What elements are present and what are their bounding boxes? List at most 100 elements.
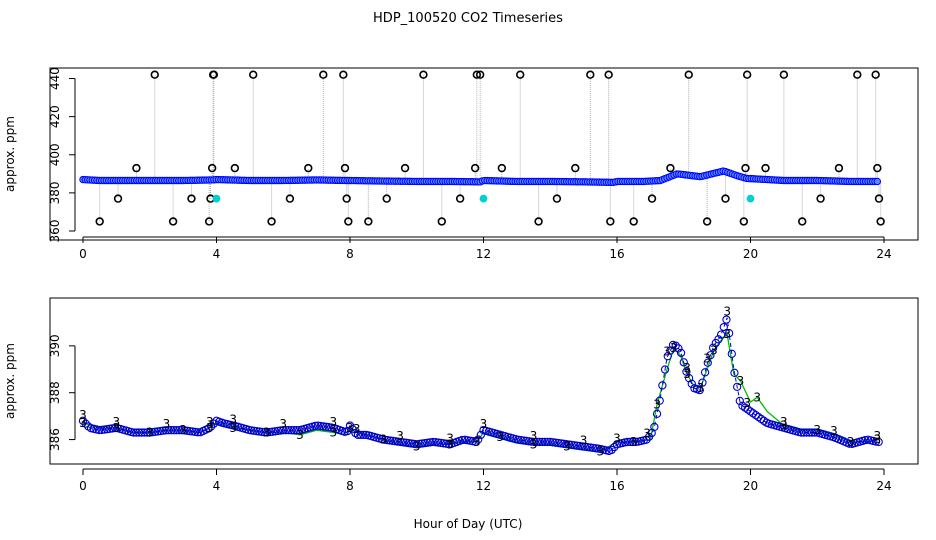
outlier-point bbox=[187, 194, 196, 203]
series-point bbox=[415, 439, 424, 449]
outlier-point bbox=[571, 163, 580, 173]
outlier-point bbox=[285, 194, 295, 203]
green-series-label: 3 bbox=[630, 435, 638, 449]
series-point bbox=[551, 438, 560, 447]
green-series-label: 3 bbox=[329, 426, 337, 440]
bottom-x-tick-label: 16 bbox=[609, 479, 624, 493]
series-point bbox=[722, 315, 731, 324]
series-point bbox=[554, 438, 563, 448]
blue-series-label: 3 bbox=[580, 434, 588, 448]
outlier-point bbox=[497, 163, 507, 173]
bottom-y-tick-label: 388 bbox=[48, 381, 62, 404]
outlier-point bbox=[249, 70, 258, 79]
outlier-point bbox=[168, 217, 178, 226]
series-point bbox=[530, 437, 539, 447]
outlier-point bbox=[739, 217, 749, 226]
outlier-point bbox=[419, 70, 428, 79]
series-point bbox=[399, 438, 408, 447]
blue-series-label: 3 bbox=[329, 415, 337, 429]
series-point bbox=[703, 358, 712, 367]
green-series-label: 3 bbox=[229, 421, 237, 435]
series-point bbox=[137, 428, 146, 437]
blue-series-label: 3 bbox=[79, 408, 87, 422]
outlier-point bbox=[113, 194, 123, 203]
flagged-point bbox=[479, 194, 488, 203]
series-point bbox=[193, 428, 202, 437]
series-point bbox=[417, 439, 427, 448]
bottom-x-tick-label: 8 bbox=[346, 479, 354, 493]
series-point bbox=[810, 428, 819, 437]
series-point bbox=[100, 425, 109, 434]
blue-series-label: 3 bbox=[113, 415, 121, 429]
bottom-plot-frame bbox=[49, 297, 919, 465]
series-point bbox=[735, 396, 744, 406]
series-point bbox=[706, 351, 715, 360]
series-point bbox=[797, 428, 806, 437]
series-point bbox=[535, 437, 544, 447]
outlier-point bbox=[342, 194, 351, 203]
green-series-label: 3 bbox=[813, 423, 821, 437]
series-point bbox=[425, 438, 435, 447]
series-point bbox=[161, 426, 170, 435]
series-point bbox=[134, 428, 144, 437]
baseline-point bbox=[873, 177, 882, 186]
green-series-label: 3 bbox=[530, 437, 538, 451]
top-spike-lines bbox=[99, 74, 882, 222]
green-series-label: 3 bbox=[346, 421, 354, 435]
outlier-point bbox=[871, 70, 880, 79]
series-point bbox=[148, 428, 157, 437]
series-point bbox=[252, 426, 261, 436]
blue-series-label: 3 bbox=[229, 413, 237, 427]
top-x-tick-label: 12 bbox=[476, 247, 491, 261]
blue-series-label: 3 bbox=[663, 345, 671, 359]
top-x-tick-label: 24 bbox=[876, 247, 891, 261]
blue-series-label: 3 bbox=[353, 422, 361, 436]
series-point bbox=[412, 440, 421, 449]
series-point bbox=[404, 438, 413, 448]
figure-title: HDP_100520 CO2 Timeseries bbox=[373, 11, 563, 26]
series-point bbox=[543, 437, 552, 447]
series-point bbox=[652, 409, 662, 418]
top-y-tick-label: 360 bbox=[48, 220, 62, 243]
outlier-point bbox=[647, 194, 657, 203]
series-point bbox=[559, 439, 568, 448]
green-series-label: 3 bbox=[683, 367, 691, 381]
series-point bbox=[522, 436, 531, 446]
bottom-y-axis-label: approx. ppm bbox=[3, 343, 17, 419]
top-baseline-points bbox=[79, 167, 882, 187]
blue-series-label: 3 bbox=[206, 415, 214, 429]
series-point bbox=[260, 428, 269, 437]
green-series-label: 3 bbox=[179, 423, 187, 437]
outlier-point bbox=[209, 70, 219, 79]
outlier-point bbox=[150, 70, 159, 79]
outlier-point bbox=[344, 217, 353, 226]
series-point bbox=[401, 438, 411, 447]
series-point bbox=[276, 426, 285, 435]
series-point bbox=[207, 422, 216, 431]
series-point bbox=[714, 335, 723, 344]
green-series-label: 3 bbox=[653, 397, 661, 411]
series-point bbox=[674, 344, 683, 353]
series-point bbox=[538, 437, 547, 447]
series-point bbox=[631, 437, 640, 447]
outlier-point bbox=[304, 163, 313, 173]
series-point bbox=[97, 425, 106, 435]
outlier-point bbox=[204, 217, 214, 226]
series-point bbox=[409, 439, 419, 449]
outlier-point bbox=[207, 163, 217, 173]
green-series-label: 3 bbox=[496, 430, 504, 444]
series-point bbox=[204, 424, 213, 433]
series-point bbox=[671, 341, 680, 350]
top-y-tick-label: 440 bbox=[48, 67, 62, 90]
series-point bbox=[383, 435, 392, 445]
outlier-point bbox=[400, 163, 410, 173]
outlier-point bbox=[586, 70, 595, 79]
outlier-point bbox=[382, 194, 391, 203]
series-point bbox=[158, 426, 168, 435]
series-point bbox=[441, 439, 451, 448]
series-point bbox=[580, 442, 590, 451]
outlier-point bbox=[534, 217, 543, 226]
series-point bbox=[474, 435, 483, 444]
series-point bbox=[153, 427, 162, 436]
outlier-point bbox=[876, 217, 885, 226]
